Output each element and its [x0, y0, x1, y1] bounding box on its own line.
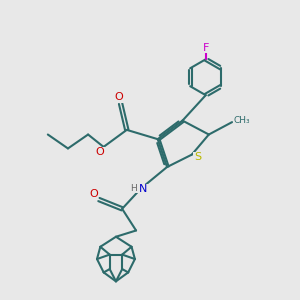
Text: O: O [115, 92, 123, 102]
Text: H: H [130, 184, 137, 193]
Text: O: O [89, 189, 98, 199]
Text: S: S [194, 152, 201, 162]
Text: CH₃: CH₃ [233, 116, 250, 125]
Text: F: F [202, 43, 209, 52]
Text: O: O [95, 148, 104, 158]
Text: N: N [139, 184, 147, 194]
